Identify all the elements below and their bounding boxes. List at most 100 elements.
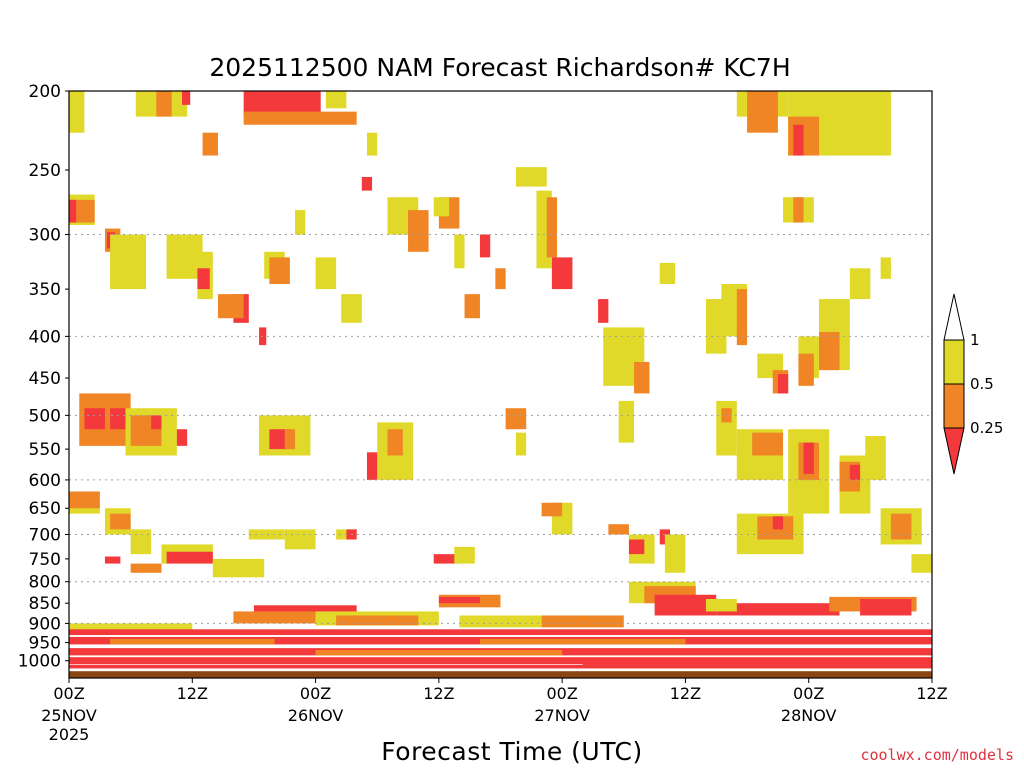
ri-patch-mid (110, 638, 275, 645)
ri-patch-low (582, 662, 932, 665)
ri-patch-low (69, 629, 932, 636)
ri-patch-low (479, 234, 491, 258)
y-tick-label-650: 650 (29, 499, 61, 519)
ri-patch-high (515, 432, 527, 456)
legend-label-0.5: 0.5 (970, 375, 994, 393)
ri-patch-mid (546, 197, 558, 258)
ri-patch-mid (608, 524, 629, 535)
ri-patch-mid (156, 91, 172, 117)
x-axis-label: Forecast Time (UTC) (381, 737, 642, 766)
credit-text: coolwx.com/models (860, 746, 1014, 764)
x-tick-label: 00Z (300, 684, 331, 703)
y-tick-label-800: 800 (29, 573, 61, 593)
legend-swatch-low (943, 427, 965, 475)
ri-patch-low (166, 551, 213, 564)
ri-patch-mid (479, 638, 686, 645)
ri-patch-mid (541, 615, 624, 628)
ri-patch-mid (747, 91, 778, 133)
x-tick-label: 12Z (423, 684, 454, 703)
ri-patch-mid (315, 649, 563, 656)
ri-patch-high (69, 91, 85, 133)
ri-patch-mid (798, 353, 814, 386)
x-tick-date: 25NOV (41, 706, 97, 725)
legend-top-arrow (943, 293, 965, 341)
y-tick-label-300: 300 (29, 226, 61, 246)
ri-patch-mid (408, 210, 429, 252)
ri-patch-low (69, 664, 932, 669)
y-tick-label-550: 550 (29, 440, 61, 460)
ri-patch-high (325, 91, 347, 109)
ri-patch-mid (793, 197, 804, 223)
ri-patch-high (110, 234, 147, 290)
ri-patch-low (659, 529, 671, 545)
ri-patch-mid (541, 502, 563, 517)
ri-patch-mid (495, 268, 506, 290)
ri-patch-low (849, 464, 861, 480)
y-tick-label-450: 450 (29, 369, 61, 389)
y-tick-label-1000: 1000 (18, 652, 61, 672)
ri-patch-low (433, 554, 460, 564)
ri-patch-high (865, 435, 886, 480)
x-tick-date: 27NOV (534, 706, 590, 725)
ri-patch-high (880, 257, 891, 279)
ground-surface (69, 671, 932, 678)
y-tick-label-350: 350 (29, 280, 61, 300)
x-tick-label: 00Z (793, 684, 824, 703)
ri-patch-mid (634, 361, 650, 394)
ri-patch-low (716, 603, 840, 616)
ri-patch-high (284, 529, 316, 550)
ri-patch-low (860, 599, 912, 616)
ri-patch-mid (736, 289, 748, 346)
y-tick-label-200: 200 (29, 82, 61, 102)
y-tick-label-250: 250 (29, 161, 61, 181)
ri-patch-low (197, 268, 210, 290)
y-tick-label-900: 900 (29, 614, 61, 634)
y-tick-label-850: 850 (29, 594, 61, 614)
ri-patch-mid (284, 429, 296, 450)
ri-patch-high (659, 262, 676, 285)
ri-patch-low (176, 429, 188, 446)
y-tick-label-950: 950 (29, 634, 61, 654)
ri-patch-low (551, 257, 573, 290)
ri-patch-mid (243, 111, 357, 125)
ri-patch-low (777, 374, 789, 394)
ri-patch-high (454, 234, 465, 269)
ri-patch-mid (387, 429, 403, 456)
legend-swatch-high (943, 339, 965, 385)
plot-area (68, 90, 933, 679)
y-tick-label-600: 600 (29, 471, 61, 491)
ri-patch-high (705, 599, 737, 612)
ri-patch-high (166, 234, 203, 279)
ri-patch-high (315, 257, 337, 290)
plot-frame (68, 90, 933, 679)
ri-patch-mid (217, 294, 244, 319)
y-tick-label-500: 500 (29, 406, 61, 426)
ri-patch-low (366, 452, 378, 480)
ri-patch-mid (818, 331, 840, 371)
x-tick-date: 26NOV (288, 706, 344, 725)
ri-patch-high (212, 558, 265, 578)
ri-patch-mid (110, 513, 131, 530)
ri-patch-mid (202, 132, 218, 156)
ri-patch-mid (269, 257, 290, 285)
ri-patch-high (849, 268, 871, 300)
ri-patch-low (182, 91, 191, 105)
ri-patch-high (366, 132, 378, 156)
ri-patch-high (911, 554, 932, 573)
legend-label-0.25: 0.25 (970, 419, 1003, 437)
ri-patch-low (151, 415, 162, 430)
ri-patch-low (628, 539, 645, 555)
ri-patch-low (69, 199, 77, 223)
ri-patch-mid (69, 491, 100, 509)
y-tick-label-700: 700 (29, 525, 61, 545)
ri-patch-high (295, 210, 306, 235)
ri-patch-mid (233, 611, 316, 624)
legend-label-1: 1 (970, 331, 980, 349)
ri-patch-low (803, 442, 814, 474)
ri-patch-mid (336, 615, 419, 626)
y-tick-label-400: 400 (29, 327, 61, 347)
ri-patch-low (598, 299, 609, 323)
x-tick-date: 28NOV (781, 706, 837, 725)
ri-patch-high (130, 529, 152, 555)
